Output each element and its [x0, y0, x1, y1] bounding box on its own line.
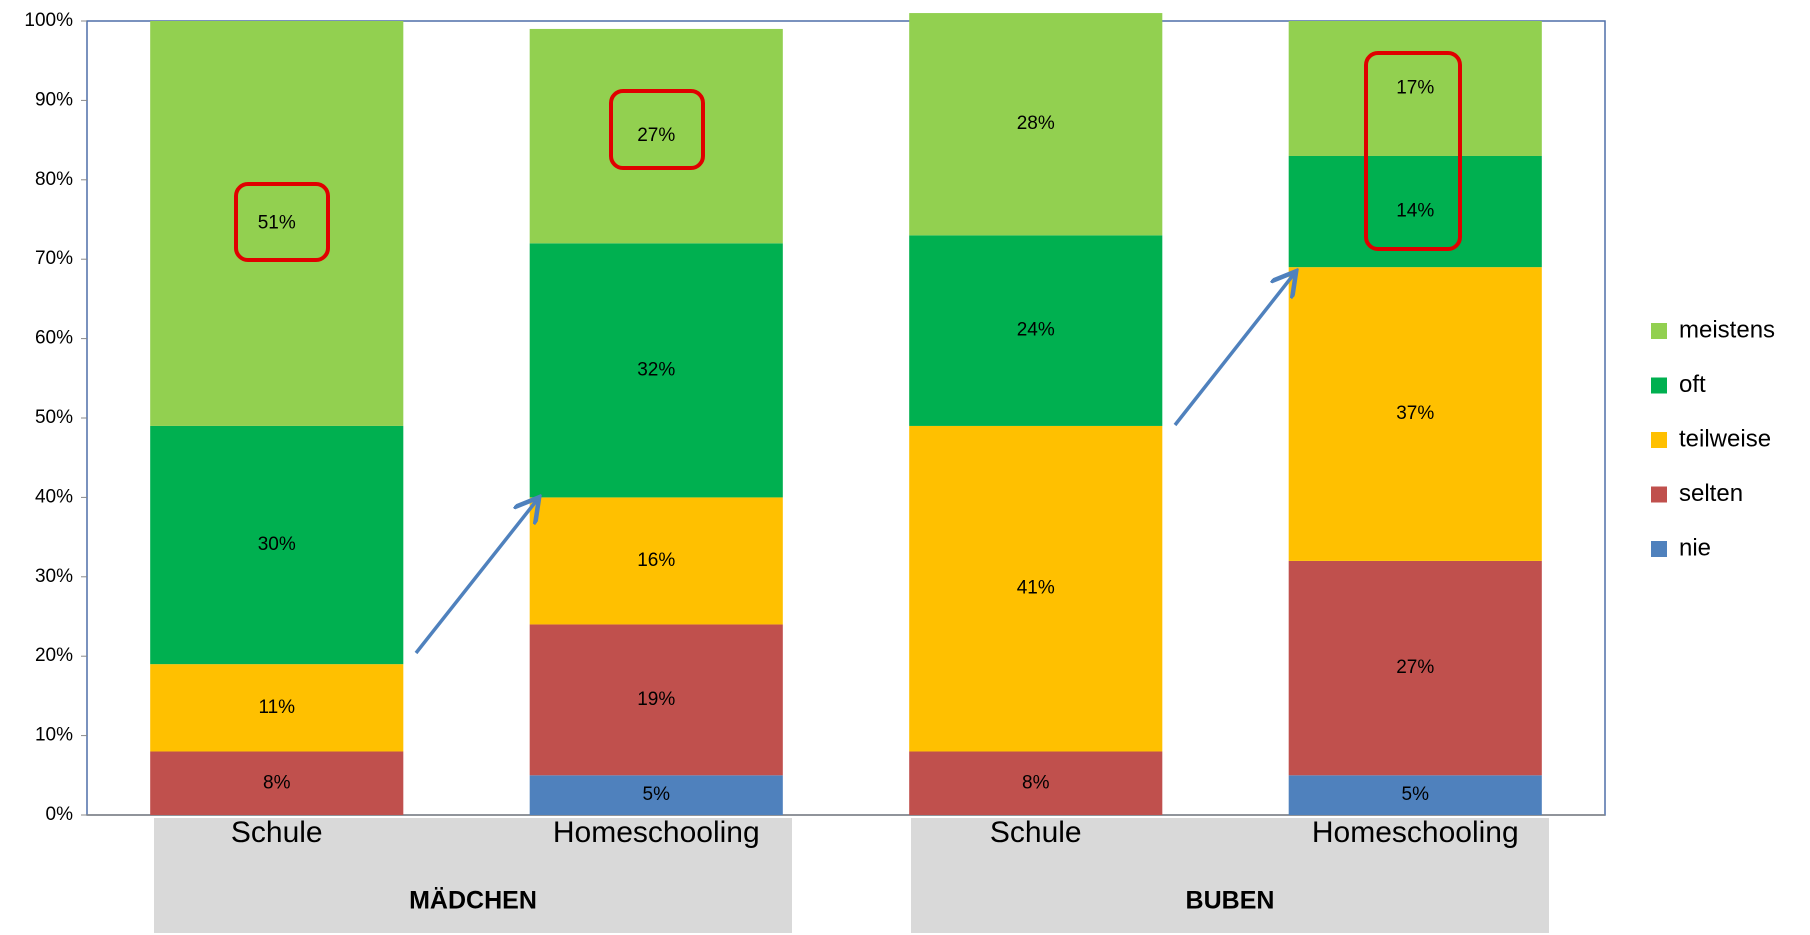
y-tick-label: 60% — [35, 328, 73, 349]
data-label: 17% — [1396, 78, 1434, 99]
data-label: 19% — [637, 689, 675, 710]
bar-segment — [909, 235, 1163, 426]
arrow — [1173, 274, 1294, 427]
legend-swatch — [1651, 323, 1667, 339]
bar-segment — [1288, 775, 1542, 815]
bar-segment — [1288, 21, 1542, 156]
group-label: MÄDCHEN — [409, 887, 537, 915]
bar-segment — [909, 425, 1163, 752]
group-box — [911, 818, 1549, 933]
legend-label: nie — [1679, 534, 1711, 561]
x-tick-label: Schule — [231, 816, 323, 849]
data-label: 8% — [1022, 772, 1050, 793]
data-label: 24% — [1017, 320, 1055, 341]
y-tick-label: 40% — [35, 486, 73, 507]
legend-label: teilweise — [1679, 425, 1771, 452]
bar-segment — [529, 497, 783, 625]
legend-swatch — [1651, 377, 1667, 394]
y-tick-label: 0% — [46, 804, 74, 825]
x-tick-label: Schule — [990, 816, 1082, 849]
y-tick-label: 90% — [35, 89, 73, 110]
data-label: 28% — [1017, 113, 1055, 134]
y-tick-label: 30% — [35, 566, 73, 587]
x-tick-label: Homeschooling — [553, 816, 760, 849]
bar-segment — [150, 21, 404, 426]
highlight-box — [234, 182, 330, 262]
y-tick-label: 70% — [35, 248, 73, 269]
highlight-box — [609, 89, 705, 170]
data-label: 27% — [1396, 657, 1434, 678]
data-label: 8% — [263, 772, 291, 793]
bar-segment — [1288, 560, 1542, 776]
data-label: 14% — [1396, 201, 1434, 222]
data-label: 27% — [637, 125, 675, 146]
data-label: 11% — [258, 697, 295, 718]
x-tick-label: Homeschooling — [1312, 816, 1519, 849]
y-tick-label: 20% — [35, 645, 73, 666]
highlight-box — [1364, 51, 1462, 251]
data-label: 32% — [637, 359, 675, 380]
legend-swatch — [1651, 432, 1667, 448]
legend-swatch — [1651, 486, 1667, 503]
bar-segment — [529, 28, 783, 244]
bar-segment — [909, 13, 1163, 236]
data-label: 16% — [637, 550, 675, 571]
data-label: 51% — [258, 212, 296, 233]
bar-segment — [1288, 267, 1542, 561]
data-label: 41% — [1017, 578, 1055, 599]
data-label: 37% — [1396, 403, 1434, 424]
legend-label: meistens — [1679, 316, 1775, 343]
y-tick-label: 100% — [24, 10, 73, 31]
bar-segment — [150, 425, 404, 665]
legend-label: oft — [1679, 371, 1706, 398]
bar-segment — [529, 624, 783, 776]
y-tick-label: 50% — [35, 407, 73, 428]
bar-segment — [529, 775, 783, 815]
group-box — [154, 818, 792, 933]
group-label: BUBEN — [1186, 887, 1275, 915]
y-tick-label: 10% — [35, 725, 73, 746]
bar-segment — [150, 751, 404, 815]
legend-label: selten — [1679, 480, 1743, 507]
data-label: 5% — [643, 784, 671, 805]
bar-segment — [529, 243, 783, 498]
bar-segment — [909, 751, 1163, 815]
y-tick-label: 80% — [35, 169, 73, 190]
data-label: 30% — [258, 534, 296, 555]
legend-swatch — [1651, 541, 1667, 557]
data-label: 5% — [1402, 784, 1430, 805]
arrow — [414, 500, 537, 655]
bar-segment — [150, 664, 404, 752]
